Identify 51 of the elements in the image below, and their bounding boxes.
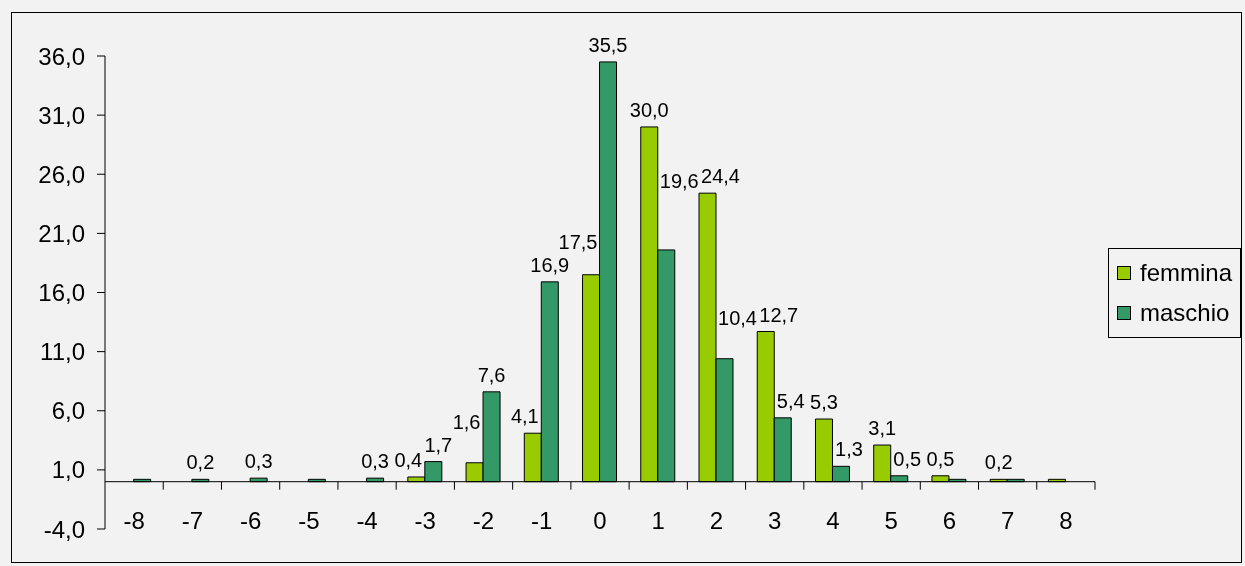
data-label: 3,1 xyxy=(868,417,897,440)
y-tick-label: 31,0 xyxy=(38,101,85,129)
x-tick-label: 7 xyxy=(1000,506,1015,534)
data-label: 4,1 xyxy=(510,405,539,428)
x-tick-label: 1 xyxy=(651,506,665,534)
data-label: 0,3 xyxy=(361,450,389,473)
data-label: 12,7 xyxy=(759,303,799,326)
data-label: 16,9 xyxy=(530,253,570,276)
x-tick-label: 2 xyxy=(709,506,724,534)
x-tick-label: -4 xyxy=(356,506,378,534)
legend-label: femmina xyxy=(1140,258,1233,287)
data-label: 1,6 xyxy=(452,410,481,433)
legend-label: maschio xyxy=(1140,298,1230,327)
data-label: 5,4 xyxy=(776,389,805,412)
data-label: 5,3 xyxy=(810,391,838,414)
x-tick-label: 6 xyxy=(942,506,957,534)
data-label: 24,4 xyxy=(701,165,740,188)
data-label: 30,0 xyxy=(629,98,669,121)
data-label: 10,4 xyxy=(718,306,757,329)
x-tick-label: -5 xyxy=(298,506,320,534)
x-tick-label: 5 xyxy=(884,506,898,534)
y-tick-label: 36,0 xyxy=(38,42,85,70)
data-label: 0,4 xyxy=(394,448,423,471)
x-tick-label: -3 xyxy=(414,506,436,534)
x-tick-label: -6 xyxy=(239,506,262,534)
data-label: 0,5 xyxy=(926,447,955,470)
y-tick-label: -4,0 xyxy=(43,515,85,543)
y-tick-label: 16,0 xyxy=(38,279,85,307)
data-label: 0,5 xyxy=(893,447,922,470)
x-tick-label: -2 xyxy=(472,506,495,534)
data-label: 19,6 xyxy=(659,169,699,192)
data-label: 1,7 xyxy=(424,433,453,456)
y-tick-label: 1,0 xyxy=(51,456,85,484)
data-label: 17,5 xyxy=(558,230,598,253)
y-tick-label: 11,0 xyxy=(40,338,85,366)
x-tick-label: 8 xyxy=(1059,506,1073,534)
x-tick-label: -1 xyxy=(531,506,553,534)
y-tick-label: 6,0 xyxy=(51,397,85,425)
x-tick-label: 4 xyxy=(826,506,840,534)
y-tick-label: 26,0 xyxy=(38,160,85,188)
data-label: 0,3 xyxy=(244,450,273,473)
x-tick-label: 0 xyxy=(593,506,607,534)
y-tick-label: 21,0 xyxy=(38,219,85,247)
data-label: 0,2 xyxy=(186,451,215,474)
x-tick-label: 3 xyxy=(768,506,782,534)
data-label: 7,6 xyxy=(477,363,506,386)
data-label: 1,3 xyxy=(835,438,863,461)
x-tick-label: -7 xyxy=(181,506,204,534)
data-label: 0,2 xyxy=(984,451,1013,474)
data-label: 35,5 xyxy=(588,33,628,56)
x-tick-label: -8 xyxy=(123,506,145,534)
